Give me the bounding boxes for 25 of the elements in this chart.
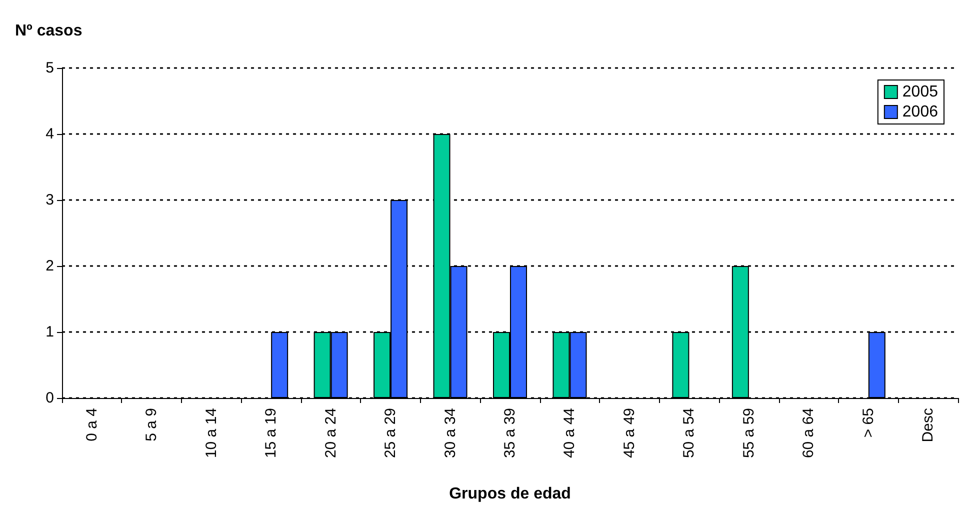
x-tick-label: 5 a 9 bbox=[143, 408, 160, 442]
legend-label: 2006 bbox=[902, 104, 938, 120]
y-tick-label: 1 bbox=[46, 324, 54, 340]
y-tick-label: 5 bbox=[46, 60, 54, 76]
x-tick-label: 50 a 54 bbox=[680, 408, 698, 458]
x-tick-label: 10 a 14 bbox=[202, 408, 220, 458]
y-tick-label: 0 bbox=[46, 390, 54, 406]
x-axis-title: Grupos de edad bbox=[449, 486, 571, 502]
x-tick-label: 45 a 49 bbox=[620, 408, 638, 458]
x-tick-label: 40 a 44 bbox=[561, 408, 578, 458]
x-tick-label: Desc bbox=[920, 408, 937, 442]
x-tick-label: 20 a 24 bbox=[322, 408, 340, 458]
x-tick-label: > 65 bbox=[860, 408, 877, 438]
x-tick-label: 35 a 39 bbox=[502, 408, 518, 458]
x-tick-label: 15 a 19 bbox=[262, 408, 280, 458]
legend-label: 2005 bbox=[902, 84, 938, 100]
x-tick-label: 25 a 29 bbox=[382, 408, 400, 458]
y-axis-title: Nº casos bbox=[15, 22, 82, 40]
y-tick-label: 3 bbox=[46, 192, 54, 208]
y-tick-label: 4 bbox=[46, 126, 54, 142]
x-tick-label: 60 a 64 bbox=[800, 408, 818, 458]
x-tick-label: 30 a 34 bbox=[442, 408, 459, 458]
x-tick-label: 55 a 59 bbox=[740, 408, 758, 458]
y-tick-label: 2 bbox=[46, 258, 54, 274]
x-tick-label: 0 a 4 bbox=[83, 408, 100, 442]
